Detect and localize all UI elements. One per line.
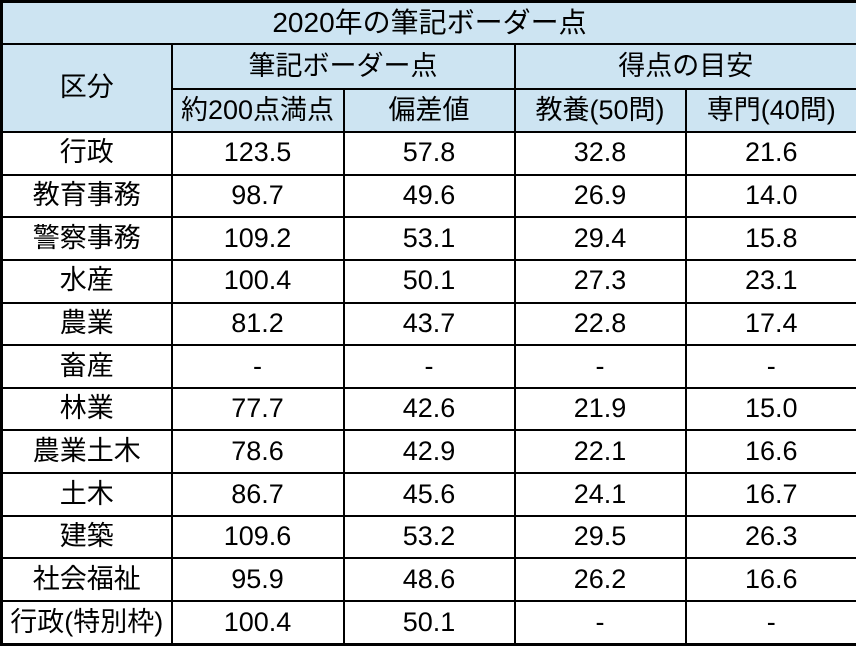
table-row: 畜産 - - - - xyxy=(0,344,856,389)
row-category: 建築 xyxy=(0,514,173,560)
cell-kyoyo: 26.9 xyxy=(513,173,687,219)
cell-senmon: 16.7 xyxy=(684,472,856,517)
cell-kyoyo: 24.1 xyxy=(513,472,687,517)
cell-senmon: 16.6 xyxy=(684,429,856,475)
header-group-score-guide: 得点の目安 xyxy=(513,43,856,90)
cell-score-200: 123.5 xyxy=(170,131,345,176)
cell-kyoyo: 26.2 xyxy=(513,557,687,603)
cell-senmon: 23.1 xyxy=(684,258,856,304)
cell-score-200: - xyxy=(170,344,345,389)
cell-score-200: 100.4 xyxy=(170,600,345,646)
header-group-border-points: 筆記ボーダー点 xyxy=(170,43,516,90)
cell-deviation: 50.1 xyxy=(342,600,516,646)
cell-senmon: 15.8 xyxy=(684,216,856,261)
table-row: 農業 81.2 43.7 22.8 17.4 xyxy=(0,301,856,347)
cell-kyoyo: 27.3 xyxy=(513,258,687,304)
cell-deviation: 57.8 xyxy=(342,131,516,176)
cell-score-200: 95.9 xyxy=(170,557,345,603)
row-category: 農業土木 xyxy=(0,429,173,475)
cell-kyoyo: - xyxy=(513,344,687,389)
cell-score-200: 77.7 xyxy=(170,386,345,432)
row-category: 畜産 xyxy=(0,344,173,389)
table-row: 社会福祉 95.9 48.6 26.2 16.6 xyxy=(0,557,856,603)
row-category: 警察事務 xyxy=(0,216,173,261)
cell-senmon: - xyxy=(684,600,856,646)
row-category: 土木 xyxy=(0,472,173,517)
table-row: 水産 100.4 50.1 27.3 23.1 xyxy=(0,258,856,304)
cell-deviation: 49.6 xyxy=(342,173,516,219)
cell-deviation: 42.9 xyxy=(342,429,516,475)
cell-score-200: 98.7 xyxy=(170,173,345,219)
cell-deviation: 43.7 xyxy=(342,301,516,347)
cell-score-200: 100.4 xyxy=(170,258,345,304)
cell-senmon: 15.0 xyxy=(684,386,856,432)
header-senmon: 専門(40問) xyxy=(684,88,856,133)
cell-deviation: 50.1 xyxy=(342,258,516,304)
table-title-row: 2020年の筆記ボーダー点 xyxy=(0,0,856,45)
cell-senmon: 21.6 xyxy=(684,131,856,176)
cell-score-200: 86.7 xyxy=(170,472,345,517)
cell-senmon: 26.3 xyxy=(684,514,856,560)
table-row: 行政 123.5 57.8 32.8 21.6 xyxy=(0,131,856,176)
cell-kyoyo: 32.8 xyxy=(513,131,687,176)
cell-kyoyo: - xyxy=(513,600,687,646)
row-category: 水産 xyxy=(0,258,173,304)
table-row: 林業 77.7 42.6 21.9 15.0 xyxy=(0,386,856,432)
cell-senmon: 16.6 xyxy=(684,557,856,603)
table-title: 2020年の筆記ボーダー点 xyxy=(0,0,856,45)
header-group-row: 区分 筆記ボーダー点 得点の目安 xyxy=(0,43,856,133)
cell-deviation: - xyxy=(342,344,516,389)
cell-deviation: 45.6 xyxy=(342,472,516,517)
table-body: 行政 123.5 57.8 32.8 21.6 教育事務 98.7 49.6 2… xyxy=(0,131,856,646)
cell-deviation: 53.1 xyxy=(342,216,516,261)
cell-deviation: 53.2 xyxy=(342,514,516,560)
header-kyoyo: 教養(50問) xyxy=(513,88,687,133)
row-category: 行政 xyxy=(0,131,173,176)
cell-deviation: 48.6 xyxy=(342,557,516,603)
cell-senmon: - xyxy=(684,344,856,389)
cell-score-200: 78.6 xyxy=(170,429,345,475)
table-row: 教育事務 98.7 49.6 26.9 14.0 xyxy=(0,173,856,219)
cell-kyoyo: 29.4 xyxy=(513,216,687,261)
table-row: 行政(特別枠) 100.4 50.1 - - xyxy=(0,600,856,646)
table-row: 農業土木 78.6 42.9 22.1 16.6 xyxy=(0,429,856,475)
cell-senmon: 17.4 xyxy=(684,301,856,347)
header-category: 区分 xyxy=(0,43,173,133)
cell-kyoyo: 22.1 xyxy=(513,429,687,475)
cell-kyoyo: 21.9 xyxy=(513,386,687,432)
cell-score-200: 109.2 xyxy=(170,216,345,261)
row-category: 農業 xyxy=(0,301,173,347)
cell-kyoyo: 22.8 xyxy=(513,301,687,347)
cell-senmon: 14.0 xyxy=(684,173,856,219)
cell-score-200: 81.2 xyxy=(170,301,345,347)
cell-kyoyo: 29.5 xyxy=(513,514,687,560)
header-deviation: 偏差値 xyxy=(342,88,516,133)
cell-score-200: 109.6 xyxy=(170,514,345,560)
table-row: 土木 86.7 45.6 24.1 16.7 xyxy=(0,472,856,517)
row-category: 社会福祉 xyxy=(0,557,173,603)
cell-deviation: 42.6 xyxy=(342,386,516,432)
table-row: 建築 109.6 53.2 29.5 26.3 xyxy=(0,514,856,560)
header-score-200: 約200点満点 xyxy=(170,88,345,133)
table-row: 警察事務 109.2 53.1 29.4 15.8 xyxy=(0,216,856,261)
row-category: 行政(特別枠) xyxy=(0,600,173,646)
row-category: 教育事務 xyxy=(0,173,173,219)
header-sub-row: 約200点満点 偏差値 教養(50問) 専門(40問) xyxy=(2,88,856,133)
row-category: 林業 xyxy=(0,386,173,432)
